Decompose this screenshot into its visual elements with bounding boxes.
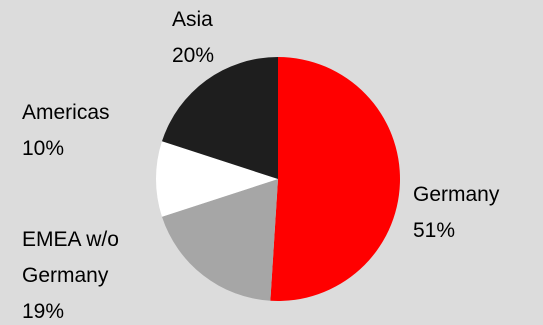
slice-label: Germany 51%: [413, 177, 543, 249]
category-name: Germany: [413, 183, 500, 206]
value-label: 51%: [413, 219, 456, 242]
pie-slice: [156, 141, 278, 217]
value-label: 20%: [172, 44, 215, 67]
value-label: 10%: [22, 137, 65, 160]
slice-label: Americas 10%: [22, 95, 162, 167]
category-name: Americas: [22, 101, 110, 124]
category-name: EMEA w/o Germany: [22, 228, 119, 287]
slice-label: Asia 20%: [172, 2, 272, 74]
category-name: Asia: [172, 8, 213, 31]
slice-label: EMEA w/o Germany 19%: [22, 222, 152, 325]
value-label: 19%: [22, 300, 65, 323]
pie-slice: [161, 179, 278, 301]
pie-slice: [270, 57, 401, 302]
pie-slice: [161, 57, 278, 179]
